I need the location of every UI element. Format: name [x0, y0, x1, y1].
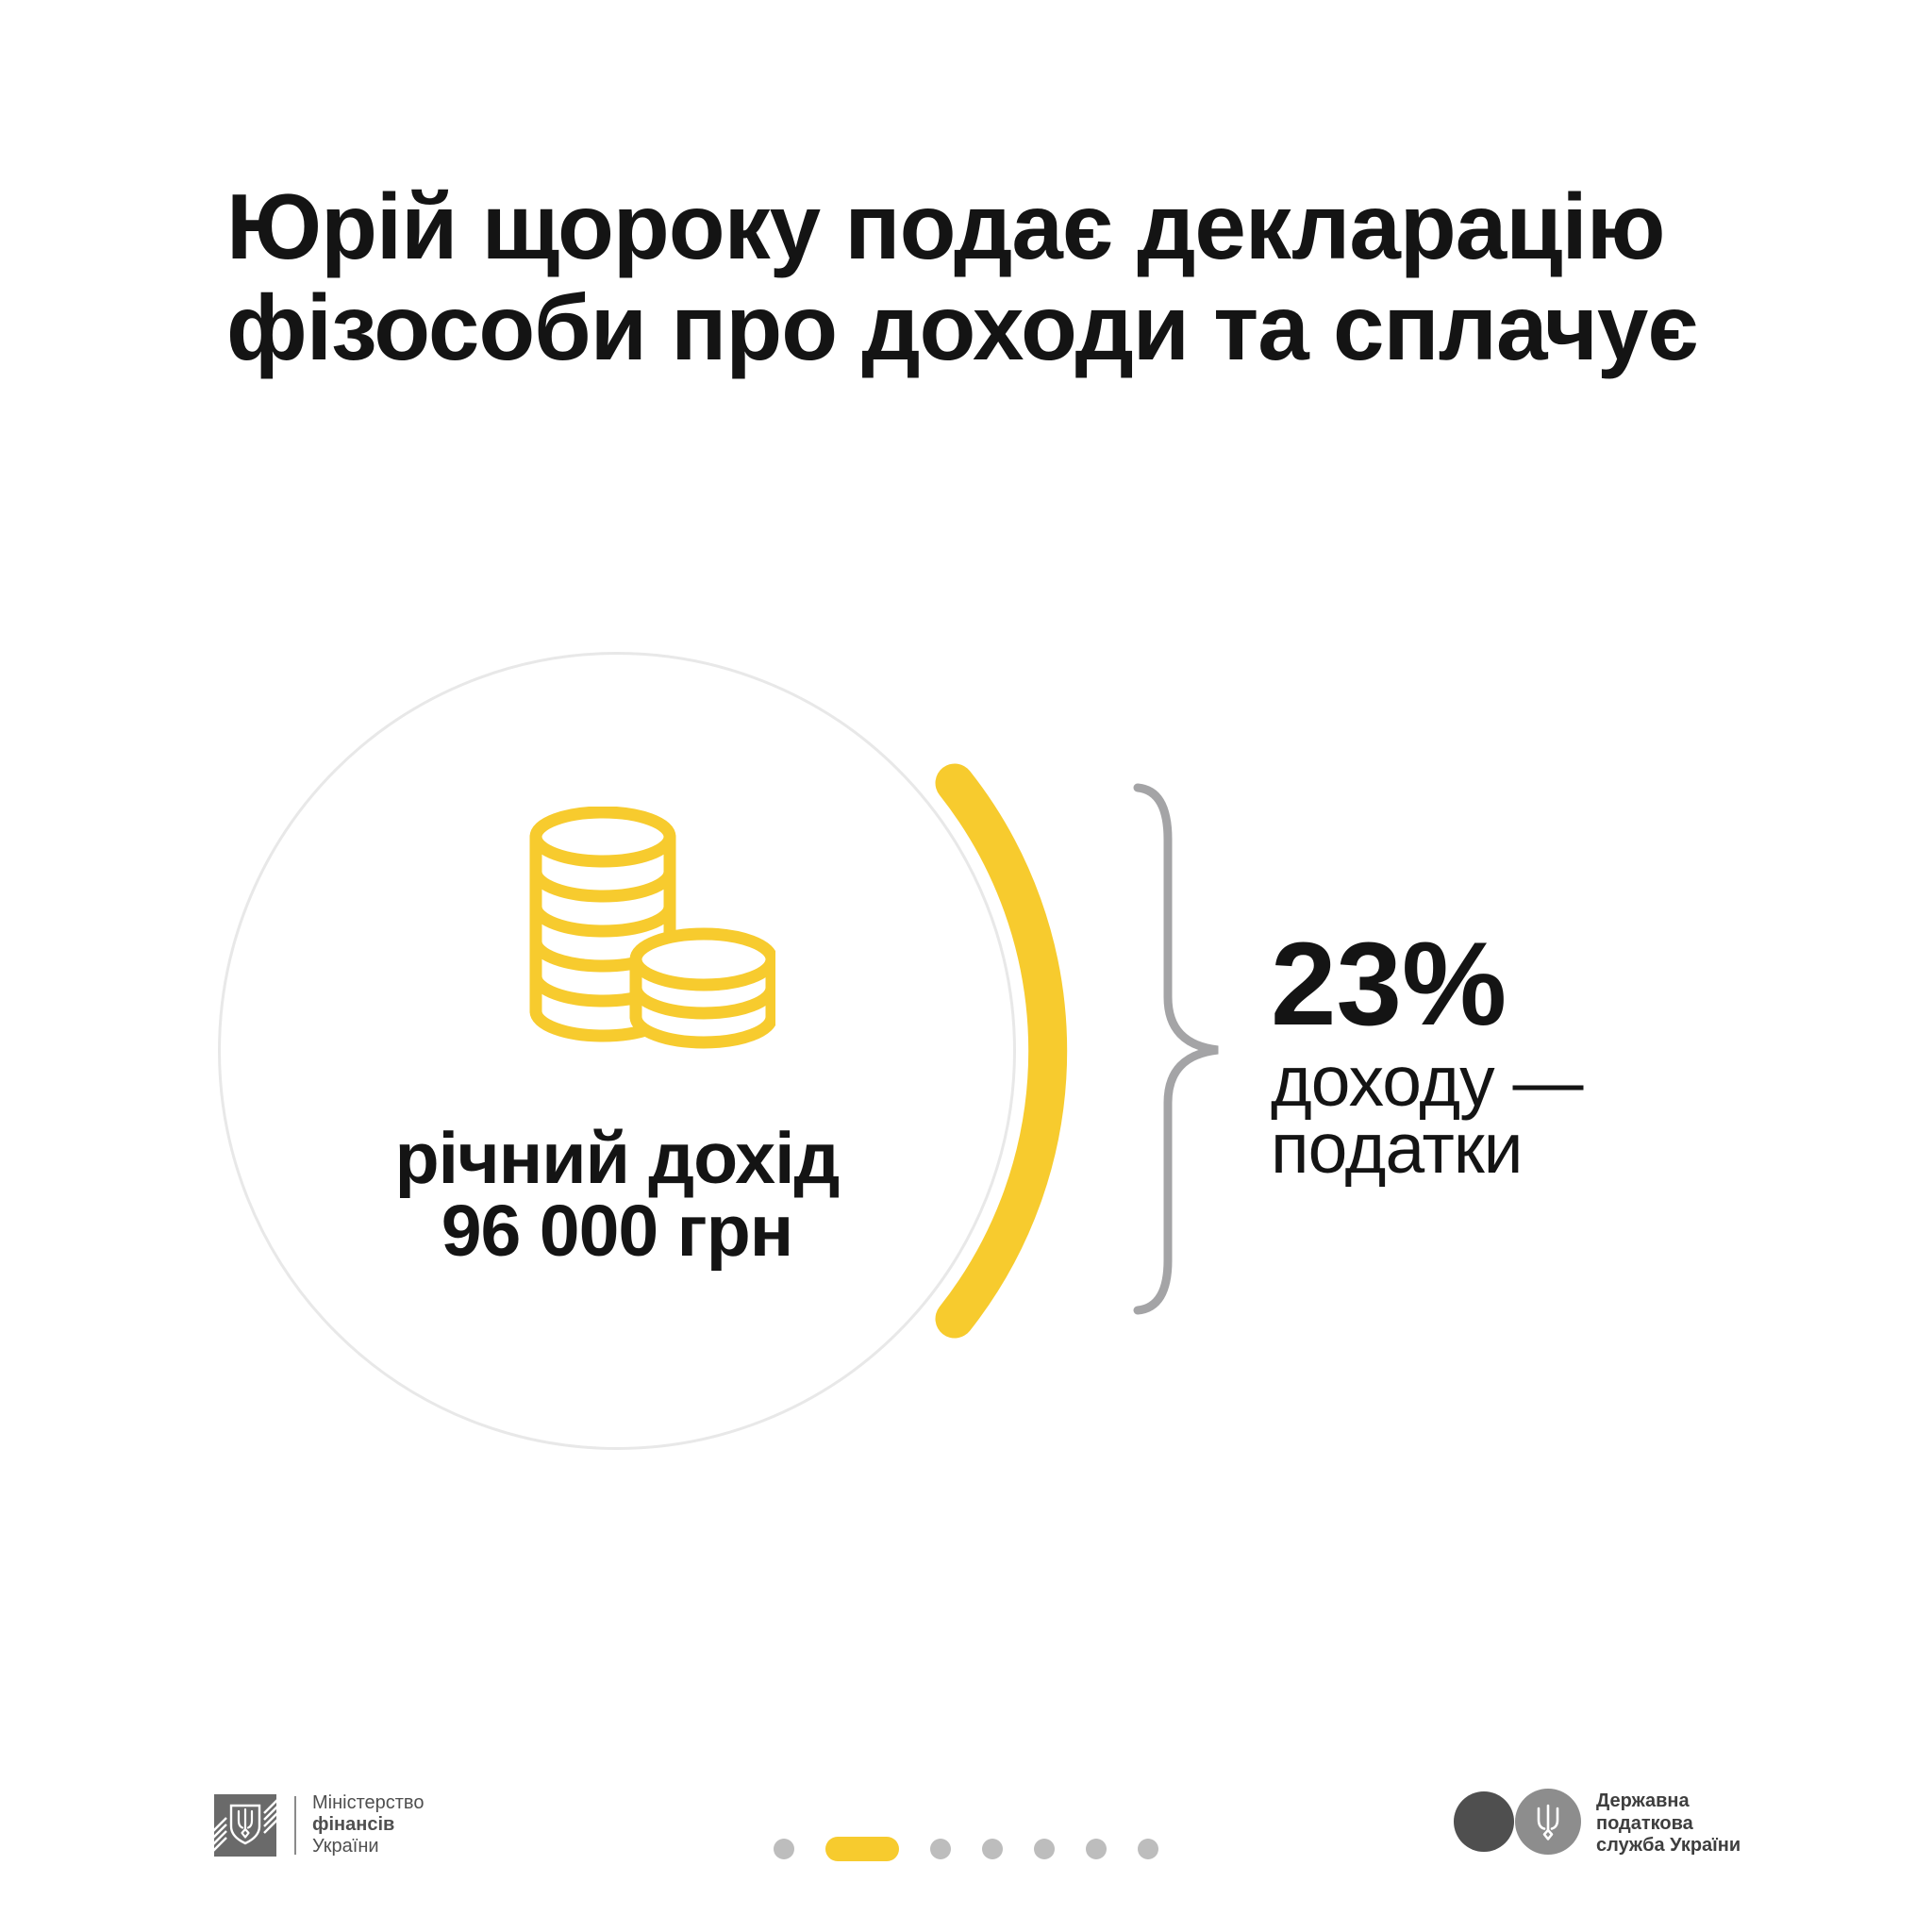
minfin-line3: України: [312, 1836, 379, 1857]
tax-callout-text: доходу — податки: [1271, 1041, 1799, 1188]
pagination-active-pill[interactable]: [825, 1837, 899, 1861]
tax-callout-line1: доходу —: [1271, 1041, 1583, 1121]
curly-brace: [1133, 783, 1219, 1315]
pagination-dot[interactable]: [930, 1839, 951, 1859]
pagination-dot[interactable]: [1138, 1839, 1158, 1859]
trident-glyph: [1537, 1804, 1559, 1840]
tax-service-line2: податкова: [1596, 1812, 1693, 1834]
pagination-dot[interactable]: [982, 1839, 1003, 1859]
minfin-line1: Міністерство: [312, 1792, 425, 1813]
tax-service-text: Державна податкова служба України: [1596, 1790, 1740, 1857]
minfin-logo: Міністерство фінансів України: [214, 1792, 424, 1857]
page-title: Юрій щороку подає декларацію фізособи пр…: [226, 176, 1774, 378]
pagination-dot[interactable]: [774, 1839, 794, 1859]
trident-glyph: [237, 1807, 254, 1839]
page-title-line1: Юрій щороку подає декларацію: [226, 175, 1665, 278]
tax-service-logo: Державна податкова служба України: [1453, 1789, 1740, 1857]
income-circle: [218, 652, 1016, 1450]
logo-divider: [294, 1796, 296, 1855]
pagination-dot[interactable]: [1086, 1839, 1107, 1859]
minfin-line2: фінансів: [312, 1814, 395, 1835]
tax-service-line1: Державна: [1596, 1790, 1690, 1811]
pagination-dot[interactable]: [1034, 1839, 1055, 1859]
minfin-logo-text: Міністерство фінансів України: [312, 1792, 424, 1857]
coins-icon: [529, 807, 775, 1049]
carousel-pagination: [774, 1837, 1158, 1861]
tax-callout: 23% доходу — податки: [1271, 919, 1799, 1188]
tax-callout-line2: податки: [1271, 1108, 1524, 1188]
income-label: річний дохід 96 000 грн: [218, 1123, 1016, 1268]
tax-service-line3: служба України: [1596, 1835, 1741, 1856]
page-title-line2: фізособи про доходи та сплачує: [226, 275, 1699, 379]
minfin-emblem-icon: [214, 1794, 276, 1857]
income-label-line2: 96 000 грн: [441, 1191, 794, 1272]
tax-service-emblem-icon: [1454, 1789, 1581, 1855]
income-label-line1: річний дохід: [394, 1118, 841, 1199]
tax-percent: 23%: [1271, 919, 1507, 1050]
